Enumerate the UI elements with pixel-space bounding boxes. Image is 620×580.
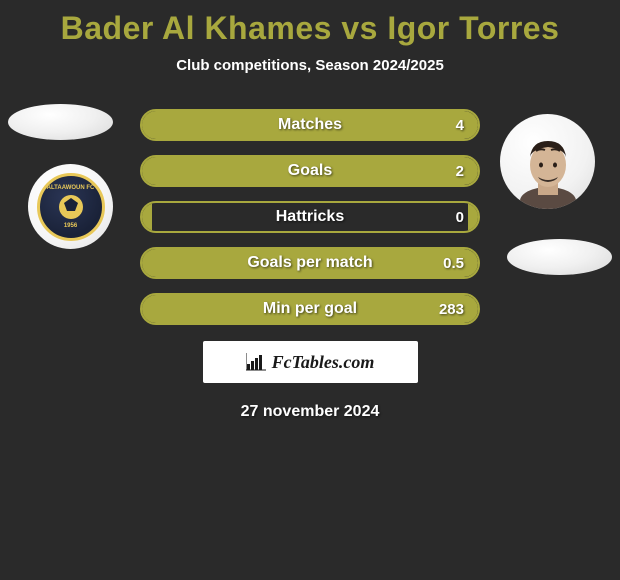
stat-bar: Hattricks0 — [140, 201, 480, 233]
stat-value-player2: 4 — [456, 111, 464, 139]
stat-label: Hattricks — [142, 203, 478, 231]
club-ball-icon — [56, 192, 86, 222]
comparison-subtitle: Club competitions, Season 2024/2025 — [0, 57, 620, 74]
stat-value-player2: 0 — [456, 203, 464, 231]
club-badge: ALTAAWOUN FC 1956 — [37, 173, 105, 241]
stat-row: Matches4 — [140, 109, 480, 141]
source-logo-box: FcTables.com — [203, 341, 418, 383]
player2-club-placeholder-disc — [507, 239, 612, 275]
stat-bar: Goals per match0.5 — [140, 247, 480, 279]
club-year-text: 1956 — [64, 223, 77, 229]
comparison-title: Bader Al Khames vs Igor Torres — [0, 0, 620, 47]
stat-bar: Goals2 — [140, 155, 480, 187]
stat-label: Goals — [142, 157, 478, 185]
player2-photo — [500, 114, 595, 209]
date-text: 27 november 2024 — [0, 403, 620, 421]
bar-chart-icon — [246, 353, 268, 371]
player1-club-logo: ALTAAWOUN FC 1956 — [28, 164, 113, 249]
stat-value-player2: 0.5 — [443, 249, 464, 277]
stat-value-player2: 2 — [456, 157, 464, 185]
stat-row: Hattricks0 — [140, 201, 480, 233]
stat-label: Goals per match — [142, 249, 478, 277]
stat-row: Goals per match0.5 — [140, 247, 480, 279]
player1-placeholder-disc — [8, 104, 113, 140]
main-area: ALTAAWOUN FC 1956 Matches4 Goals2 Hattrick… — [0, 104, 620, 325]
source-logo-text: FcTables.com — [272, 352, 375, 373]
stat-value-player2: 283 — [439, 295, 464, 323]
stat-bars: Matches4Goals2Hattricks0Goals per match0… — [140, 104, 480, 325]
player-avatar-icon — [508, 129, 588, 209]
stat-bar: Matches4 — [140, 109, 480, 141]
stat-row: Goals2 — [140, 155, 480, 187]
stat-label: Matches — [142, 111, 478, 139]
club-name-text: ALTAAWOUN FC — [47, 185, 95, 191]
stat-label: Min per goal — [142, 295, 478, 323]
stat-bar: Min per goal283 — [140, 293, 480, 325]
stat-row: Min per goal283 — [140, 293, 480, 325]
